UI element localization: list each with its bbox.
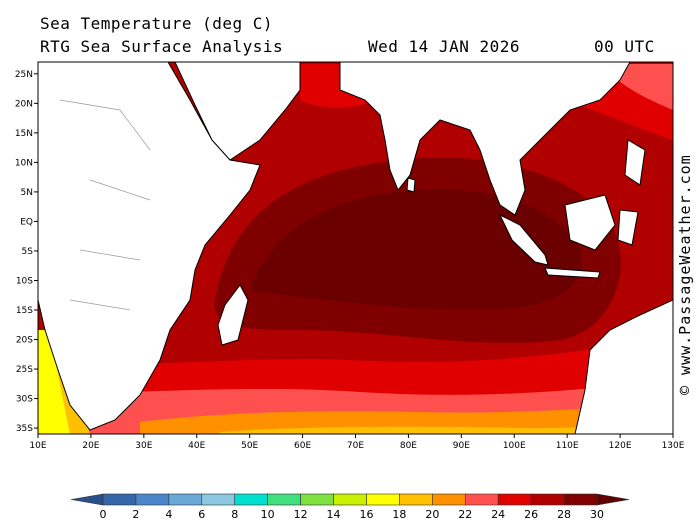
land-sulawesi — [617, 209, 639, 246]
legend-swatch — [333, 493, 367, 506]
legend-label: 30 — [590, 508, 604, 521]
legend-swatch — [497, 493, 532, 506]
land-sumatra — [498, 213, 549, 266]
land-arabia — [174, 62, 301, 161]
lat-tick-label: 10N — [15, 158, 33, 168]
legend-label: 16 — [359, 508, 373, 521]
legend-swatch — [201, 493, 236, 506]
lon-tick-label: 40E — [188, 441, 205, 451]
land-borneo — [564, 194, 616, 251]
lat-tick-label: 30S — [16, 395, 33, 405]
lat-tick-label: 35S — [16, 424, 33, 434]
lon-tick-label: 130E — [662, 441, 685, 451]
legend-label: 6 — [198, 508, 205, 521]
legend-swatch — [168, 493, 203, 506]
map-area — [38, 62, 673, 434]
legend-label: 26 — [524, 508, 538, 521]
sst-band-18-20 — [220, 422, 673, 434]
sst-west-coast-coldest — [38, 330, 70, 434]
legend-label: 18 — [392, 508, 406, 521]
map-title: Sea Temperature (deg C) — [40, 14, 274, 33]
lon-tick-label: 100E — [503, 441, 526, 451]
forecast-time: 00 UTC — [594, 37, 655, 56]
legend-label: 10 — [261, 508, 275, 521]
color-legend: 0 2 4 6 8 10 12 14 16 18 20 22 24 26 28 30 — [70, 493, 630, 521]
legend-label: 12 — [294, 508, 308, 521]
sst-band-20-22 — [140, 405, 673, 434]
map-subtitle: RTG Sea Surface Analysis — [40, 37, 284, 56]
legend-label: 8 — [231, 508, 238, 521]
lat-tick-label: 20N — [15, 99, 33, 109]
lon-tick-label: 30E — [135, 441, 152, 451]
lon-tick-label: 10E — [29, 441, 46, 451]
lat-tick-label: 10S — [16, 276, 33, 286]
legend-label: 28 — [557, 508, 571, 521]
lon-tick-label: 80E — [400, 441, 417, 451]
legend-label: 14 — [327, 508, 341, 521]
legend-swatch — [366, 493, 400, 506]
lat-tick-label: EQ — [20, 217, 33, 227]
lon-tick-label: 60E — [294, 441, 311, 451]
legend-swatch — [102, 493, 137, 506]
legend-swatch — [300, 493, 334, 506]
legend-label: 4 — [165, 508, 172, 521]
lon-tick-label: 90E — [453, 441, 470, 451]
land-sri-lanka — [406, 177, 416, 193]
land-australia — [574, 299, 673, 434]
lon-tick-label: 70E — [347, 441, 364, 451]
legend-label: 0 — [100, 508, 107, 521]
legend-label: 20 — [425, 508, 439, 521]
legend-over-arrow — [596, 493, 630, 506]
forecast-date: Wed 14 JAN 2026 — [368, 37, 520, 56]
lat-tick-label: 20S — [16, 336, 33, 346]
legend-under-arrow — [70, 493, 104, 506]
legend-swatch — [399, 493, 433, 506]
lon-tick-label: 120E — [609, 441, 632, 451]
lon-tick-label: 50E — [241, 441, 258, 451]
land-asia — [339, 62, 631, 216]
land-philippines — [624, 139, 646, 186]
lat-tick-label: 25S — [16, 365, 33, 375]
land-madagascar — [217, 284, 249, 346]
country-borders — [59, 99, 151, 311]
legend-label: 2 — [132, 508, 139, 521]
lat-tick-label: 5S — [22, 247, 34, 257]
lat-tick-label: 5N — [21, 188, 33, 198]
legend-label: 24 — [491, 508, 505, 521]
lat-tick-label: 25N — [15, 70, 33, 80]
sst-band-30-plus — [250, 189, 582, 310]
legend-swatch — [530, 493, 565, 506]
lat-tick-label: 15S — [16, 306, 33, 316]
legend-swatch — [234, 493, 268, 506]
legend-swatch — [432, 493, 466, 506]
lon-tick-label: 110E — [556, 441, 579, 451]
legend-swatch — [267, 493, 301, 506]
lat-tick-label: 15N — [15, 129, 33, 139]
lon-tick-label: 20E — [82, 441, 99, 451]
land-java — [544, 267, 601, 279]
legend-swatch — [563, 493, 598, 506]
legend-swatch — [464, 493, 499, 506]
axis-ticks: 10E 20E 30E 40E 50E 60E 70E 80E 90E 100E 110E 120E 1… — [15, 70, 685, 451]
legend-label: 22 — [458, 508, 472, 521]
legend-swatch — [135, 493, 170, 506]
